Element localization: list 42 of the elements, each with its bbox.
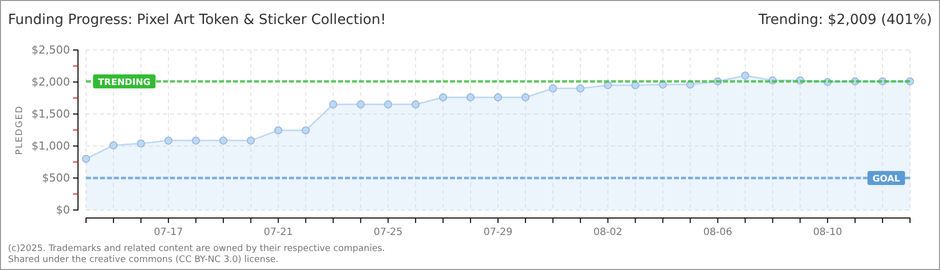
ref-line-label: GOAL	[872, 174, 900, 184]
point	[302, 126, 310, 134]
y-tick-label: $2,000	[32, 76, 70, 89]
x-tick-label: 08-10	[813, 227, 842, 238]
point	[246, 136, 255, 145]
point	[274, 126, 282, 134]
x-tick-label: 07-29	[483, 227, 513, 238]
text: (c)2025. Trademarks and related content are owned by their respective companies.	[8, 244, 386, 254]
point	[136, 139, 145, 148]
point	[164, 136, 172, 145]
x-tick-label: 07-21	[264, 227, 293, 238]
point	[329, 100, 338, 108]
ref-line-label: TRENDING	[98, 78, 150, 88]
y-tick-label: $1,500	[32, 108, 70, 121]
chart-subtitle: Trending: $2,009 (401%)	[757, 12, 932, 28]
y-tick-label: $0	[56, 204, 70, 217]
y-tick-label: $1,000	[32, 140, 70, 153]
x-tick-label: 08-06	[703, 227, 732, 238]
point	[439, 93, 448, 102]
point	[412, 100, 420, 108]
point	[219, 136, 228, 145]
point	[82, 154, 90, 163]
y-axis-title: PLEDGED	[15, 105, 25, 155]
x-tick-label: 07-17	[154, 227, 183, 238]
point	[604, 81, 612, 90]
point	[192, 136, 200, 145]
y-tick-label: $2,500	[32, 44, 70, 57]
point	[548, 84, 557, 92]
y-tick-label: $500	[42, 172, 70, 185]
x-tick-label: 08-02	[593, 227, 622, 238]
point	[466, 93, 474, 102]
text: Shared under the creative commons (CC BY-NC 3.0) license.	[8, 255, 279, 265]
x-tick-label: 07-25	[374, 227, 403, 238]
point	[741, 72, 750, 80]
point	[384, 100, 392, 108]
point	[356, 100, 365, 108]
point	[631, 81, 640, 90]
point	[110, 141, 118, 150]
chart-title: Funding Progress: Pixel Art Token & Sticker Collection!	[8, 12, 386, 28]
point	[494, 93, 502, 102]
point	[522, 93, 530, 102]
point	[576, 84, 584, 92]
